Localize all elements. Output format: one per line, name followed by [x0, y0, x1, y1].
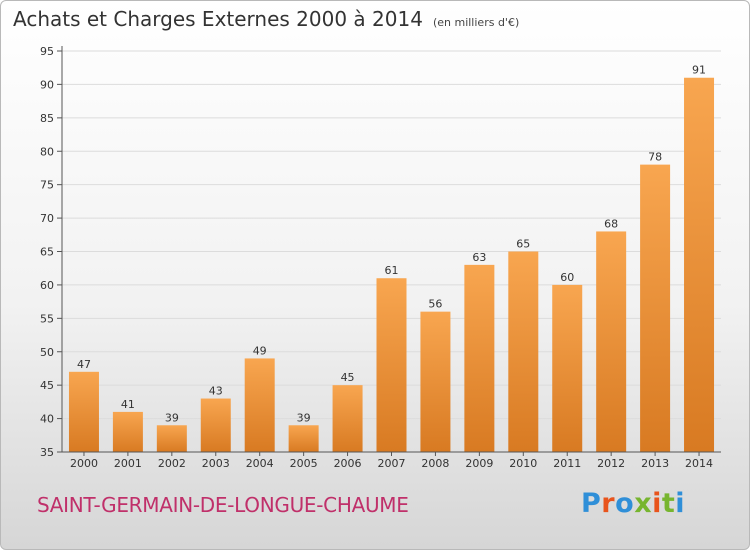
- x-tick-label: 2009: [465, 457, 493, 470]
- bar: [508, 251, 539, 452]
- y-tick-label: 35: [40, 446, 54, 459]
- logo-letter: P: [581, 488, 602, 519]
- bar: [332, 385, 363, 452]
- y-tick-label: 60: [40, 279, 54, 292]
- chart-unit-label: (en milliers d'€): [432, 16, 520, 29]
- y-tick-label: 90: [40, 78, 54, 91]
- x-tick-label: 2011: [553, 457, 581, 470]
- bar: [244, 358, 275, 452]
- x-tick-label: 2001: [114, 457, 142, 470]
- x-tick-label: 2013: [641, 457, 669, 470]
- y-tick-label: 45: [40, 379, 54, 392]
- bar-value-label: 47: [77, 358, 91, 371]
- logo-letter: i: [675, 488, 686, 519]
- bar-value-label: 63: [472, 251, 486, 264]
- x-tick-label: 2008: [421, 457, 449, 470]
- y-tick-label: 65: [40, 246, 54, 259]
- bar: [112, 411, 143, 452]
- y-tick-label: 85: [40, 112, 54, 125]
- y-tick-label: 95: [40, 45, 54, 58]
- logo-letter: r: [601, 488, 616, 519]
- bar-value-label: 39: [165, 411, 179, 424]
- x-tick-label: 2004: [246, 457, 274, 470]
- x-tick-label: 2002: [158, 457, 186, 470]
- labels: 35 40 45 50 55 60 65 70 75 80 85 90 95 47 2000 41 2001 39…: [40, 45, 713, 470]
- x-tick-label: 2000: [70, 457, 98, 470]
- bar: [156, 425, 187, 452]
- y-tick-label: 40: [40, 413, 54, 426]
- chart-title-text: Achats et Charges Externes 2000 à 2014: [13, 7, 423, 31]
- logo-letter: i: [652, 488, 662, 519]
- x-tick-label: 2003: [202, 457, 230, 470]
- bar: [684, 77, 715, 452]
- y-tick-label: 70: [40, 212, 54, 225]
- bar-value-label: 49: [253, 344, 267, 357]
- city-name: SAINT-GERMAIN-DE-LONGUE-CHAUME: [37, 493, 409, 517]
- bar-value-label: 45: [341, 371, 355, 384]
- y-tick-label: 55: [40, 312, 54, 325]
- y-tick-label: 80: [40, 145, 54, 158]
- chart-title: Achats et Charges Externes 2000 à 2014 (e…: [13, 7, 519, 31]
- x-tick-label: 2007: [378, 457, 406, 470]
- y-tick-label: 75: [40, 179, 54, 192]
- bar: [376, 278, 407, 452]
- bar: [552, 284, 583, 452]
- bar-value-label: 68: [604, 217, 618, 230]
- bar-value-label: 91: [692, 64, 706, 77]
- logo-letter: t: [661, 488, 676, 519]
- bar-value-label: 78: [648, 151, 662, 164]
- x-tick-label: 2006: [334, 457, 362, 470]
- bar: [200, 398, 231, 452]
- bar: [420, 311, 451, 452]
- x-tick-label: 2014: [685, 457, 713, 470]
- bars: [68, 77, 715, 452]
- bar-value-label: 43: [209, 385, 223, 398]
- bar: [464, 264, 495, 452]
- bar: [68, 371, 99, 452]
- axes: [57, 46, 721, 456]
- bar: [640, 164, 671, 452]
- logo-letter: x: [634, 488, 653, 519]
- x-tick-label: 2005: [290, 457, 318, 470]
- bar-value-label: 41: [121, 398, 135, 411]
- x-tick-label: 2010: [509, 457, 537, 470]
- x-tick-label: 2012: [597, 457, 625, 470]
- bar-value-label: 61: [385, 264, 399, 277]
- y-tick-label: 50: [40, 346, 54, 359]
- bar-value-label: 56: [428, 298, 442, 311]
- logo-letter: o: [615, 488, 635, 519]
- bar-value-label: 65: [516, 238, 530, 251]
- bar: [596, 231, 627, 452]
- bar: [288, 425, 319, 452]
- bar-value-label: 39: [297, 411, 311, 424]
- proxiti-logo: Proxiti: [581, 488, 685, 519]
- bar-value-label: 60: [560, 271, 574, 284]
